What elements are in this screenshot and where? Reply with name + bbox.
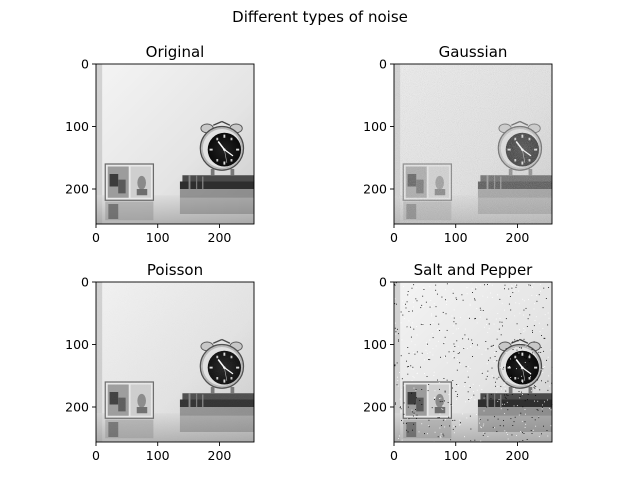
y-tick-label: 0 xyxy=(379,57,387,72)
y-tick-label: 100 xyxy=(363,119,387,134)
x-tick-label: 200 xyxy=(506,230,530,245)
y-tick-label: 0 xyxy=(379,275,387,290)
x-tick-label: 200 xyxy=(208,230,232,245)
subplot-title-salt-and-pepper: Salt and Pepper xyxy=(414,261,534,279)
subplot-title-poisson: Poisson xyxy=(147,261,203,279)
axes-frame-gaussian xyxy=(393,63,553,225)
y-tick-label: 100 xyxy=(65,337,89,352)
x-tick-label: 0 xyxy=(92,448,100,463)
figure-title: Different types of noise xyxy=(232,8,408,26)
axes-frame-original xyxy=(95,63,255,225)
subplot-title-gaussian: Gaussian xyxy=(439,43,508,61)
x-tick-label: 0 xyxy=(92,230,100,245)
x-tick-label: 0 xyxy=(390,230,398,245)
y-tick-label: 200 xyxy=(65,400,89,415)
poisson-noise-overlay xyxy=(96,282,254,442)
image-poisson xyxy=(95,281,255,443)
panels: Original 0 100 200 0 100 200 Gaussian 0 100 200 0 10… xyxy=(65,43,553,463)
subplot-salt-and-pepper: Salt and Pepper 0 100 200 0 100 200 xyxy=(363,261,553,463)
x-tick-label: 100 xyxy=(146,448,170,463)
x-tick-label: 100 xyxy=(146,230,170,245)
y-tick-label: 200 xyxy=(363,182,387,197)
image-gaussian xyxy=(393,63,553,225)
y-tick-label: 200 xyxy=(363,400,387,415)
x-tick-label: 200 xyxy=(506,448,530,463)
y-tick-label: 100 xyxy=(65,119,89,134)
image-original xyxy=(95,63,255,225)
subplot-gaussian: Gaussian 0 100 200 0 100 200 xyxy=(363,43,553,245)
subplot-title-original: Original xyxy=(146,43,205,61)
y-tick-label: 0 xyxy=(81,57,89,72)
image-salt-and-pepper xyxy=(393,281,553,443)
y-tick-label: 0 xyxy=(81,275,89,290)
axes-frame-salt-and-pepper xyxy=(393,281,553,443)
y-tick-label: 100 xyxy=(363,337,387,352)
y-tick-label: 200 xyxy=(65,182,89,197)
subplot-poisson: Poisson 0 100 200 0 100 200 xyxy=(65,261,255,463)
gaussian-noise-overlay xyxy=(394,64,552,224)
axes-frame-poisson xyxy=(95,281,255,443)
x-tick-label: 100 xyxy=(444,448,468,463)
x-tick-label: 100 xyxy=(444,230,468,245)
salt-and-pepper-dots xyxy=(394,282,553,443)
x-tick-label: 0 xyxy=(390,448,398,463)
x-tick-label: 200 xyxy=(208,448,232,463)
subplot-original: Original 0 100 200 0 100 200 xyxy=(65,43,255,245)
